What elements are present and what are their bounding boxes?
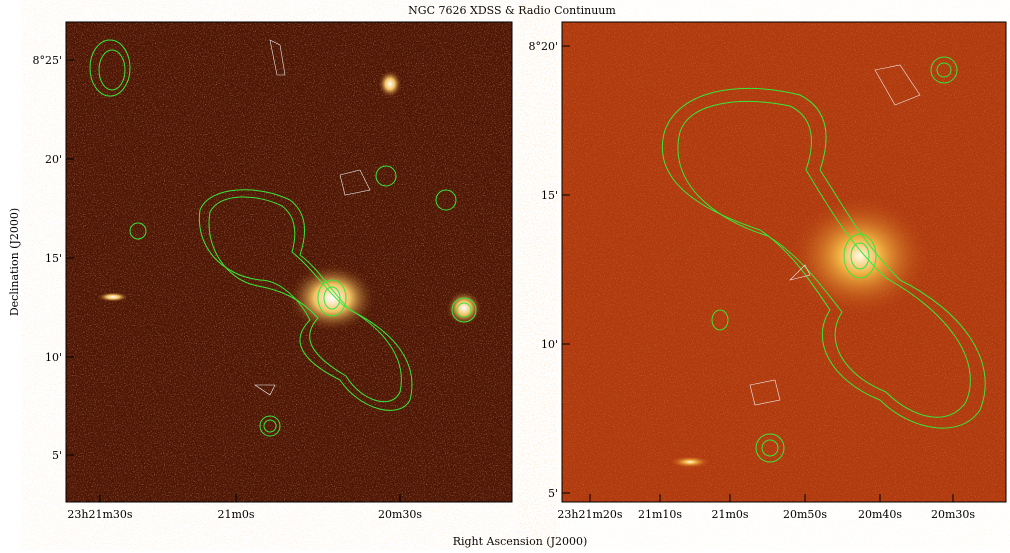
ra-tick-label: 21m0s	[217, 508, 254, 521]
dec-tick-label: 8°25'	[32, 54, 62, 67]
x-label: Right Ascension (J2000)	[453, 535, 588, 548]
ra-tick-label: 21m0s	[711, 508, 748, 521]
ra-tick-label: 23h21m30s	[67, 508, 133, 521]
dec-tick-label: 20'	[45, 153, 62, 166]
y-label: Declination (J2000)	[8, 208, 21, 316]
dec-tick-label: 10'	[45, 351, 62, 364]
dec-tick-label: 15'	[45, 252, 62, 265]
dec-tick-label: 5'	[548, 487, 558, 500]
ra-tick-label: 20m40s	[858, 508, 902, 521]
dec-tick-label: 5'	[52, 449, 62, 462]
title: NGC 7626 XDSS & Radio Continuum	[408, 4, 616, 17]
ra-tick-label: 21m10s	[638, 508, 682, 521]
dec-tick-label: 15'	[541, 189, 558, 202]
right-panel: 8°20' 15' 10' 5' 23h21m20s 21m10s 21m0s …	[528, 21, 1007, 521]
dec-tick-label: 8°20'	[528, 40, 558, 53]
ra-tick-label: 20m50s	[783, 508, 827, 521]
left-panel: 8°25' 20' 15' 10' 5' 23h21m30s 21m0s 20m…	[32, 21, 513, 521]
ra-tick-label: 20m30s	[931, 508, 975, 521]
ra-tick-label: 20m30s	[378, 508, 422, 521]
ra-tick-label: 23h21m20s	[557, 508, 623, 521]
dec-tick-label: 10'	[541, 338, 558, 351]
